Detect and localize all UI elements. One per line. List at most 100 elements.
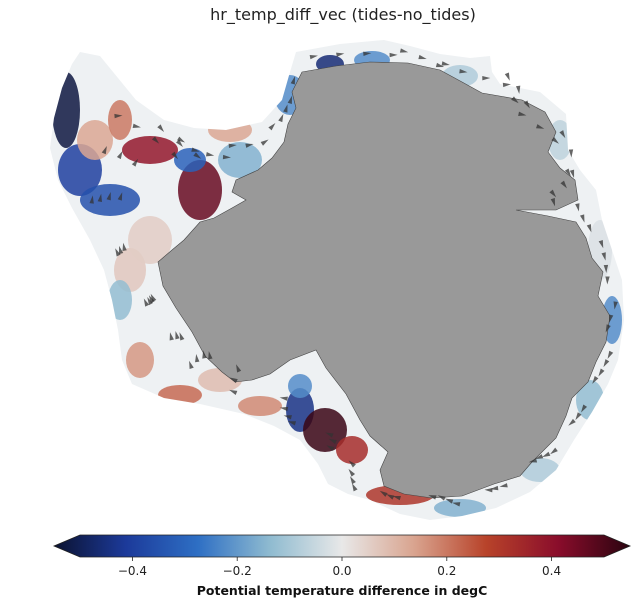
velocity-arrow	[528, 458, 538, 463]
velocity-arrow	[325, 432, 334, 438]
velocity-arrow	[518, 111, 527, 116]
velocity-arrow	[171, 151, 179, 160]
velocity-arrow	[350, 476, 356, 485]
velocity-arrow	[399, 48, 409, 53]
velocity-arrow	[191, 147, 200, 152]
velocity-arrow	[386, 494, 395, 500]
velocity-arrow	[511, 96, 519, 104]
velocity-arrow	[482, 75, 491, 81]
temperature-patch	[208, 118, 252, 142]
temperature-patch	[336, 436, 368, 464]
velocity-arrow	[175, 331, 180, 340]
velocity-arrow	[559, 130, 566, 139]
velocity-arrow	[445, 498, 454, 504]
velocity-arrow	[459, 68, 468, 74]
velocity-arrow	[348, 460, 356, 468]
velocity-arrow	[605, 276, 610, 285]
velocity-arrow	[336, 52, 345, 57]
velocity-arrow	[551, 136, 559, 144]
velocity-arrows	[89, 48, 618, 507]
velocity-arrow	[607, 350, 614, 359]
velocity-arrow	[603, 359, 610, 368]
velocity-arrow	[418, 54, 427, 60]
velocity-arrow	[549, 189, 557, 198]
velocity-arrow	[283, 415, 292, 420]
velocity-arrow	[122, 242, 127, 252]
colorbar-tick-label: −0.4	[118, 564, 147, 578]
velocity-arrow	[143, 298, 150, 307]
velocity-arrow	[189, 360, 194, 369]
velocity-arrow	[363, 51, 372, 57]
velocity-arrow	[326, 445, 335, 452]
velocity-arrow	[279, 406, 289, 412]
velocity-arrow	[515, 85, 521, 94]
velocity-arrow	[131, 158, 139, 167]
velocity-arrow	[287, 95, 293, 105]
velocity-arrow	[484, 488, 493, 493]
temperature-patch	[77, 120, 113, 160]
velocity-arrow	[115, 248, 121, 257]
colorbar: −0.4 −0.2 0.0 0.2 0.4 Potential temperature …	[52, 534, 632, 598]
velocity-arrow	[592, 375, 599, 384]
velocity-arrow	[287, 421, 297, 426]
velocity-arrow	[290, 76, 296, 85]
velocity-arrow	[609, 314, 614, 323]
velocity-arrow	[114, 113, 123, 119]
velocity-arrow	[586, 224, 592, 233]
velocity-arrow	[118, 245, 124, 255]
velocity-arrow	[106, 192, 111, 201]
velocity-arrow	[564, 168, 571, 177]
velocity-arrow	[195, 354, 200, 363]
velocity-arrow	[389, 52, 398, 58]
temperature-patch	[238, 396, 282, 416]
velocity-arrow	[601, 252, 606, 261]
temperature-patch	[218, 142, 262, 178]
velocity-arrow	[101, 146, 107, 155]
velocity-arrow	[208, 351, 213, 360]
velocity-arrow	[441, 61, 450, 66]
velocity-arrow	[202, 350, 207, 359]
velocity-arrow	[605, 324, 611, 333]
colorbar-tick-label: 0.0	[332, 564, 351, 578]
velocity-arrow	[575, 412, 582, 421]
temperature-patch	[108, 280, 132, 320]
velocity-arrow	[260, 139, 269, 146]
temperature-patch	[178, 160, 222, 220]
temperature-patch	[122, 136, 178, 164]
velocity-arrow	[309, 54, 318, 60]
velocity-arrow	[278, 113, 284, 123]
velocity-arrow	[132, 123, 141, 128]
velocity-arrow	[575, 203, 580, 212]
velocity-arrow	[236, 364, 242, 373]
velocity-arrow	[581, 404, 588, 413]
velocity-arrow	[603, 264, 609, 273]
velocity-arrow	[352, 483, 358, 492]
temperature-patch	[108, 100, 132, 140]
velocity-arrow	[568, 418, 576, 426]
velocity-arrow	[379, 490, 388, 497]
temperature-patch	[52, 72, 80, 148]
velocity-arrow	[392, 496, 401, 501]
velocity-arrow	[169, 332, 174, 341]
velocity-arrow	[147, 296, 153, 306]
velocity-arrow	[550, 198, 556, 207]
velocity-arrow	[613, 301, 618, 310]
velocity-arrow	[435, 62, 445, 68]
velocity-arrow	[542, 451, 551, 458]
velocity-arrow	[348, 468, 356, 477]
velocity-arrow	[283, 104, 288, 113]
velocity-arrow	[579, 214, 585, 223]
temperature-patch	[126, 342, 154, 378]
velocity-arrow	[279, 396, 288, 401]
velocity-arrow	[151, 136, 160, 144]
temperature-patch	[158, 385, 202, 405]
temperature-patch	[288, 374, 312, 398]
velocity-arrow	[205, 152, 215, 157]
temperature-patch	[128, 216, 172, 264]
velocity-arrow	[504, 72, 510, 81]
velocity-arrow	[97, 193, 102, 203]
velocity-arrow	[534, 454, 544, 460]
velocity-arrow	[116, 150, 123, 160]
